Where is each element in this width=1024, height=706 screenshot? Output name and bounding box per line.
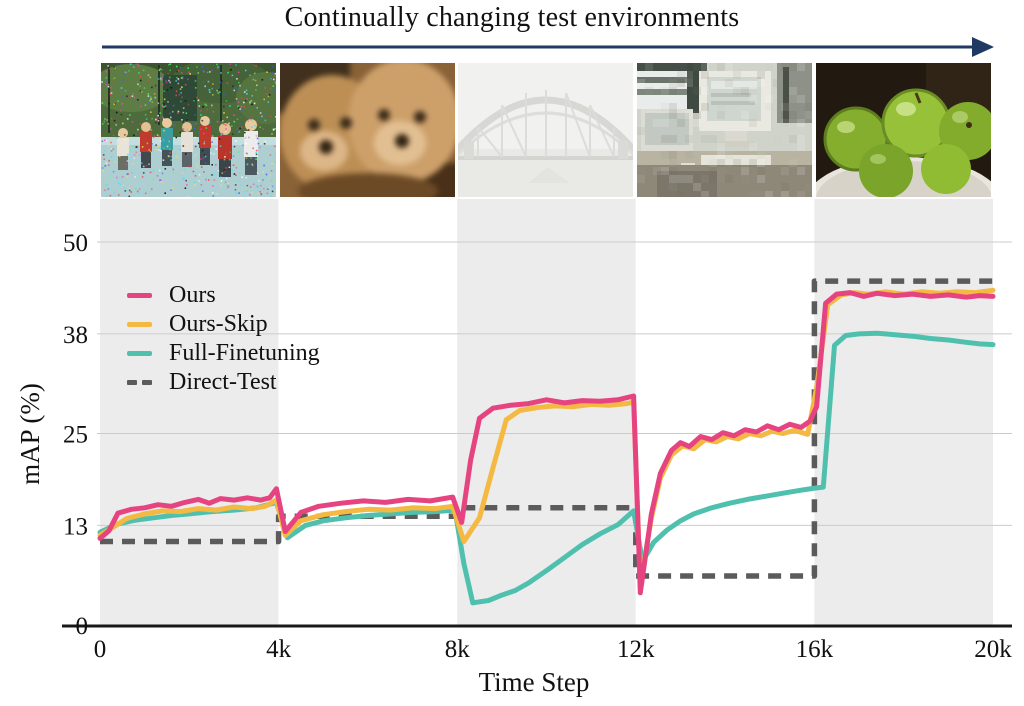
legend-row-full-finetuning: Full-Finetuning [127,339,320,368]
legend: Ours Ours-Skip Full-Finetuning Direct-Te… [127,281,320,397]
pixelate-overlay [637,63,812,197]
svg-text:50: 50 [63,230,88,257]
legend-label-full-finetuning: Full-Finetuning [169,340,320,366]
svg-text:25: 25 [63,422,88,449]
svg-text:8k: 8k [445,636,471,663]
thumbnail-clean [816,63,991,197]
x-axis-title: Time Step [478,667,590,697]
arrow-head-icon [972,37,994,57]
svg-text:16k: 16k [796,636,834,663]
y-axis-title: mAP (%) [15,383,45,485]
legend-label-ours-skip: Ours-Skip [169,311,268,337]
thumbnail-contrast [458,63,633,197]
svg-text:13: 13 [63,513,88,540]
ours-skip-line-swatch [127,322,152,327]
environment-arrow [102,37,994,57]
figures-group [117,116,258,177]
full-finetuning-line-swatch [127,351,152,356]
legend-row-ours-skip: Ours-Skip [127,310,320,339]
thumbnail-impulse-noise [101,63,276,197]
svg-text:20k: 20k [974,636,1012,663]
thumbnail-motion-blur [280,63,455,197]
figure-title: Continually changing test environments [284,2,740,33]
legend-row-ours: Ours [127,281,320,310]
svg-text:0: 0 [94,636,107,663]
thumbnail-pixelate [637,63,812,197]
legend-label-direct-test: Direct-Test [169,369,277,395]
svg-text:4k: 4k [266,636,292,663]
legend-label-ours: Ours [169,282,216,308]
direct-test-line-swatch [127,380,152,385]
svg-text:0: 0 [76,613,89,640]
legend-row-direct-test: Direct-Test [127,368,320,397]
svg-text:12k: 12k [617,636,655,663]
svg-text:38: 38 [63,322,88,349]
ours-line-swatch [127,293,152,298]
impulse-noise-overlay [101,63,276,197]
